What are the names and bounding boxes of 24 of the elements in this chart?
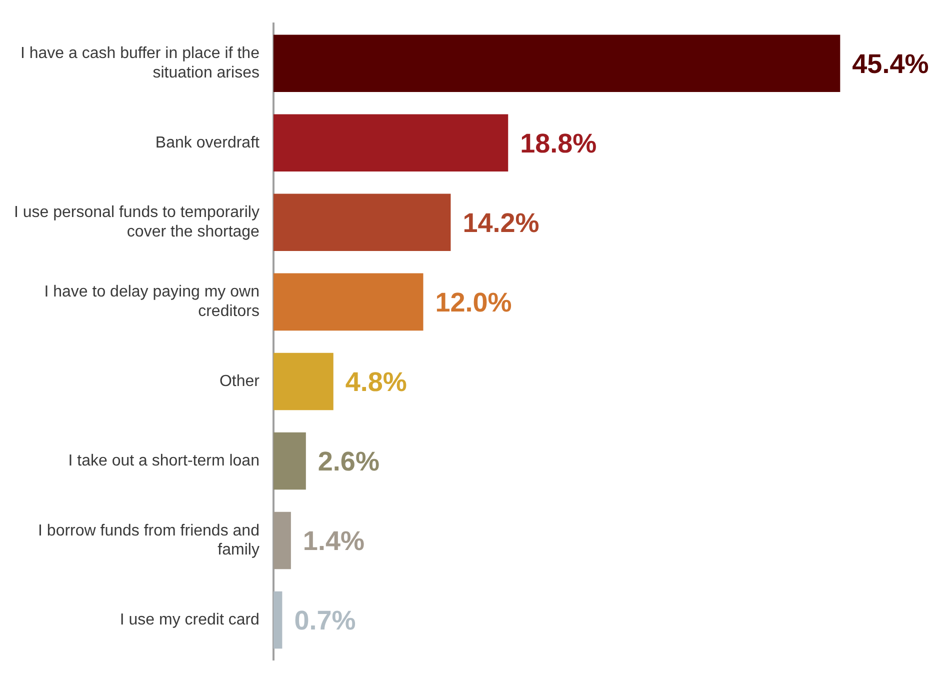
- bar: [273, 194, 451, 252]
- data-label: 45.4%: [852, 48, 929, 79]
- y-tick-label: Other: [219, 372, 260, 390]
- bar: [273, 352, 334, 410]
- y-tick-label: I use my credit card: [120, 611, 260, 628]
- data-label: 1.4%: [302, 526, 364, 556]
- bar: [273, 34, 840, 92]
- bar: [273, 591, 282, 649]
- bar: [273, 512, 291, 570]
- data-label: 2.6%: [318, 446, 380, 476]
- data-label: 12.0%: [435, 287, 512, 318]
- data-label: 18.8%: [520, 128, 597, 158]
- data-label: 4.8%: [345, 366, 407, 397]
- data-label: 14.2%: [462, 208, 540, 238]
- y-tick-label: I borrow funds from friends and family: [38, 522, 260, 559]
- y-tick-label: I take out a short-term loan: [68, 452, 260, 470]
- data-label: 0.7%: [294, 605, 356, 636]
- bar: [273, 114, 508, 172]
- y-tick-label: Bank overdraft: [155, 134, 260, 152]
- bar: [273, 273, 424, 331]
- y-tick-label: I have to delay paying my own creditors: [44, 284, 260, 320]
- bar: [273, 432, 306, 490]
- y-tick-label: I have a cash buffer in place if the situation arises: [20, 45, 260, 82]
- y-tick-label: I use personal funds to temporarily cover the shortage: [14, 204, 260, 240]
